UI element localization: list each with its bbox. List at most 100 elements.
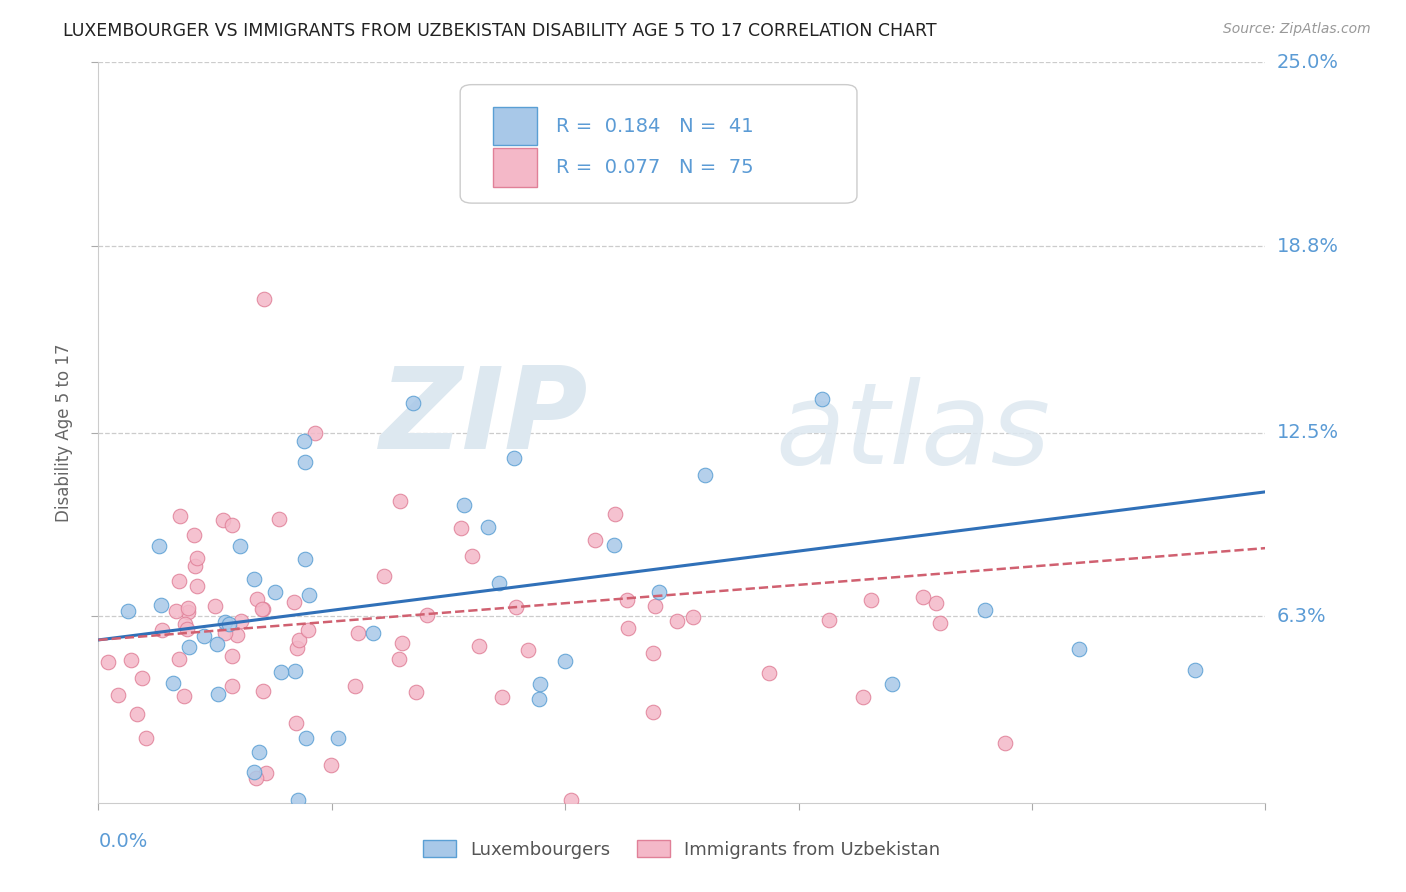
Point [247,746,270,760]
Point [285,715,308,730]
Point [294,455,316,469]
Text: ZIP: ZIP [380,362,589,474]
Point [294,551,316,566]
Point [405,684,427,698]
Point [167,652,190,666]
Point [131,671,153,685]
Point [453,499,475,513]
Point [270,665,292,679]
Point [554,654,576,668]
Point [250,602,273,616]
Point [929,615,952,630]
Point [97,656,120,670]
Text: 6.3%: 6.3% [1277,607,1326,625]
Point [388,652,411,666]
Point [1184,663,1206,677]
FancyBboxPatch shape [460,85,858,203]
Point [682,609,704,624]
Point [283,595,305,609]
Point [176,600,198,615]
Point [416,608,439,623]
Point [758,665,780,680]
Point [304,425,326,440]
Point [1067,641,1090,656]
FancyBboxPatch shape [494,107,537,145]
Legend: Luxembourgers, Immigrants from Uzbekistan: Luxembourgers, Immigrants from Uzbekista… [415,831,949,868]
Text: atlas: atlas [775,377,1050,488]
Point [252,293,274,307]
Point [974,603,997,617]
Point [135,731,157,745]
Point [529,677,551,691]
Point [344,679,367,693]
Point [125,707,148,722]
Point [603,538,626,552]
Point [214,615,236,630]
Point [214,626,236,640]
Point [221,679,243,693]
Point [211,513,233,527]
Point [328,731,350,745]
Point [468,639,491,653]
Point [373,569,395,583]
Text: R =  0.184   N =  41: R = 0.184 N = 41 [555,117,754,136]
Point [505,600,527,615]
Point [107,688,129,702]
Point [647,584,669,599]
Point [221,648,243,663]
Point [616,621,638,635]
Point [264,584,287,599]
Point [243,572,266,586]
Text: Source: ZipAtlas.com: Source: ZipAtlas.com [1223,22,1371,37]
Point [149,598,172,612]
Point [860,593,883,607]
Point [643,705,665,719]
Point [186,551,208,566]
Point [176,622,198,636]
Point [267,512,290,526]
Point [477,519,499,533]
Point [205,637,228,651]
Point [388,494,411,508]
Text: R =  0.077   N =  75: R = 0.077 N = 75 [555,158,754,178]
Y-axis label: Disability Age 5 to 17: Disability Age 5 to 17 [55,343,73,522]
Point [529,692,551,706]
Point [288,633,311,648]
Point [177,640,200,654]
Point [229,539,252,553]
Point [585,533,607,547]
Point [207,688,229,702]
Point [295,731,318,746]
Point [811,392,834,406]
Point [363,626,385,640]
Point [165,604,187,618]
Point [603,507,626,521]
Text: 12.5%: 12.5% [1277,423,1339,442]
Point [183,527,205,541]
Point [319,758,342,772]
Point [560,793,582,807]
Point [818,613,841,627]
Point [292,434,315,448]
Point [246,591,269,606]
Point [252,684,274,698]
Point [488,576,510,591]
Point [117,604,139,618]
Point [502,450,524,465]
Point [912,591,935,605]
Point [402,396,425,410]
Point [229,614,252,628]
Point [162,675,184,690]
Point [148,539,170,553]
Point [243,765,266,780]
Point [643,646,665,660]
Point [284,664,307,678]
Text: LUXEMBOURGER VS IMMIGRANTS FROM UZBEKISTAN DISABILITY AGE 5 TO 17 CORRELATION CH: LUXEMBOURGER VS IMMIGRANTS FROM UZBEKIST… [63,22,936,40]
Point [665,614,688,628]
Point [491,690,513,704]
Point [461,549,484,563]
Point [616,592,638,607]
Point [287,640,309,655]
Point [173,616,195,631]
Text: 18.8%: 18.8% [1277,236,1339,255]
